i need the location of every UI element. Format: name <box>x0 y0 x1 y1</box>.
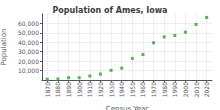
svg-text:10,000: 10,000 <box>18 67 39 74</box>
svg-text:1920: 1920 <box>97 82 104 97</box>
svg-text:Census Year: Census Year <box>106 105 149 110</box>
svg-text:50,000: 50,000 <box>18 29 39 36</box>
svg-text:60,000: 60,000 <box>18 20 39 27</box>
svg-text:1930: 1930 <box>108 82 115 97</box>
svg-text:2000: 2000 <box>182 82 189 97</box>
svg-text:1870: 1870 <box>44 82 51 97</box>
svg-text:40,000: 40,000 <box>18 39 39 46</box>
svg-text:1980: 1980 <box>161 82 168 97</box>
svg-text:1900: 1900 <box>76 82 83 97</box>
svg-text:20,000: 20,000 <box>18 58 39 65</box>
svg-text:1890: 1890 <box>65 82 72 97</box>
svg-text:Population of Ames, Iowa: Population of Ames, Iowa <box>52 6 167 15</box>
svg-text:1970: 1970 <box>150 82 157 97</box>
svg-text:2020: 2020 <box>203 82 210 97</box>
svg-text:Population: Population <box>0 29 8 66</box>
svg-text:30,000: 30,000 <box>18 48 39 55</box>
svg-text:1940: 1940 <box>118 82 125 97</box>
svg-text:1910: 1910 <box>86 82 93 97</box>
svg-text:2010: 2010 <box>193 82 200 97</box>
svg-text:1950: 1950 <box>129 82 136 97</box>
svg-text:1880: 1880 <box>54 82 61 97</box>
svg-text:1990: 1990 <box>171 82 178 97</box>
svg-text:1960: 1960 <box>139 82 146 97</box>
